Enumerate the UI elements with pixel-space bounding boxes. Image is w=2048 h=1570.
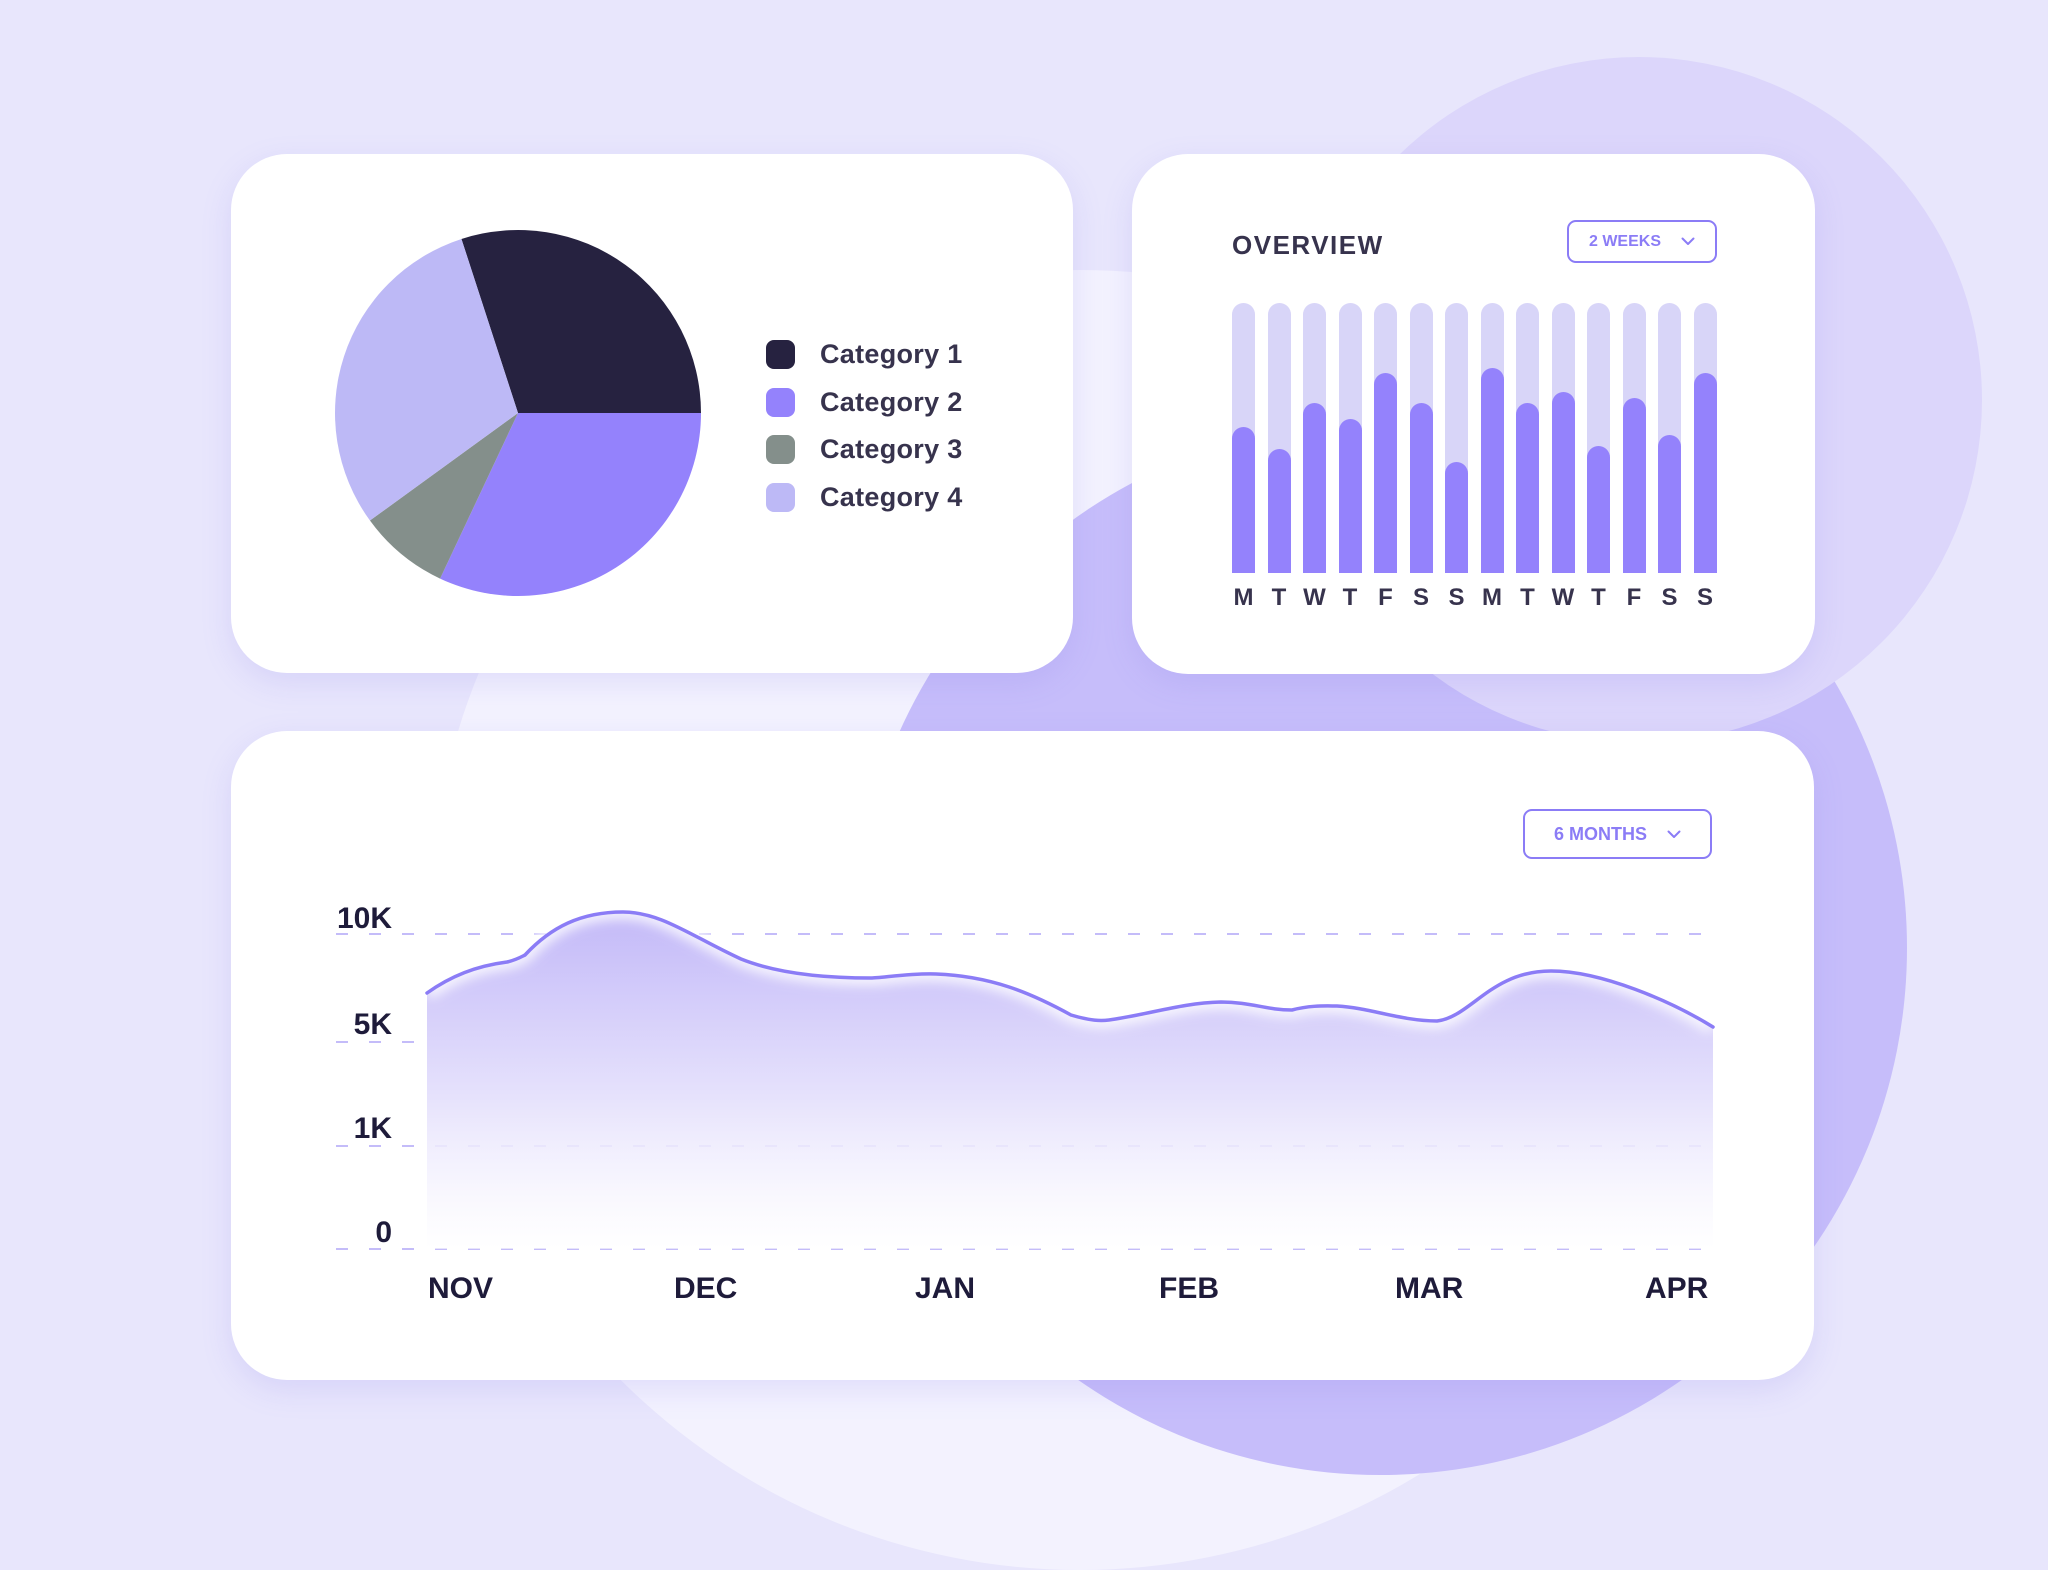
bar-label: F — [1626, 584, 1642, 611]
bar-track — [1551, 303, 1575, 573]
bar-fill — [1587, 446, 1610, 573]
bar-label: S — [1661, 584, 1678, 611]
bar-fill — [1338, 419, 1362, 573]
bar-track — [1480, 303, 1504, 573]
bar-fill — [1551, 392, 1575, 573]
area-fill — [427, 912, 1713, 1249]
bar-fill — [1445, 462, 1468, 573]
bar-label: T — [1271, 584, 1287, 611]
legend-swatch — [766, 387, 795, 417]
legend-label: Category 4 — [820, 481, 963, 512]
bar-label: T — [1591, 584, 1606, 611]
area-chart — [336, 904, 1717, 1250]
bar-chart — [1232, 303, 1717, 573]
legend-label: Category 2 — [820, 386, 963, 417]
bar-label: M — [1233, 584, 1254, 611]
pie-slice-4 — [335, 238, 518, 521]
area-line — [425, 910, 1715, 1029]
range-dropdown-2-weeks[interactable]: 2 WEEKS — [1567, 220, 1717, 263]
legend-item-category-2: Category 2 — [766, 379, 963, 427]
bar-track — [1409, 303, 1433, 573]
overview-title: OVERVIEW — [1232, 230, 1384, 260]
legend-item-category-3: Category 3 — [766, 426, 963, 474]
bar-label: W — [1303, 584, 1326, 611]
bar-track — [1267, 303, 1291, 573]
legend-swatch — [766, 482, 795, 512]
bar-track — [1622, 303, 1646, 573]
y-axis-label: 1K — [353, 1112, 392, 1145]
x-axis-label: NOV — [428, 1272, 494, 1305]
bar-fill — [1303, 402, 1326, 573]
bar-fill — [1267, 448, 1291, 573]
legend-label: Category 1 — [820, 339, 963, 370]
x-axis-label: JAN — [915, 1272, 976, 1305]
pie-chart-card: Category 1 Category 2 Category 3 Categor… — [231, 154, 1073, 673]
bar-track — [1516, 303, 1539, 573]
area-chart-card: 6 MONTHS 10K 5K 1K 0 NOV DEC JAN FEB MAR — [231, 731, 1814, 1380]
y-axis-label: 0 — [375, 1216, 392, 1249]
bar-fill — [1516, 402, 1539, 573]
y-axis-label: 5K — [353, 1008, 392, 1041]
legend-item-category-1: Category 1 — [766, 331, 963, 379]
bar-fill — [1232, 427, 1255, 573]
bar-track — [1232, 303, 1255, 573]
bar-fill — [1622, 397, 1646, 573]
bar-label: F — [1378, 584, 1393, 611]
dropdown-label: 2 WEEKS — [1588, 232, 1661, 250]
chevron-down-icon — [1667, 830, 1681, 838]
bar-label: M — [1482, 584, 1502, 611]
bar-track — [1374, 303, 1397, 573]
legend-label: Category 3 — [820, 434, 963, 465]
bar-track — [1587, 303, 1610, 573]
bar-label: S — [1696, 584, 1713, 611]
x-axis-label: MAR — [1395, 1272, 1464, 1305]
legend-swatch — [766, 435, 795, 465]
bar-track — [1693, 303, 1717, 573]
pie-chart — [335, 230, 701, 596]
legend-swatch — [766, 340, 795, 370]
bar-label: S — [1412, 584, 1429, 611]
x-axis-label: APR — [1645, 1272, 1709, 1305]
bar-fill — [1693, 373, 1717, 573]
pie-legend: Category 1 Category 2 Category 3 Categor… — [766, 331, 963, 521]
y-axis-label: 10K — [336, 902, 392, 935]
pie-slice-2 — [440, 413, 701, 596]
x-axis-label: DEC — [674, 1272, 738, 1305]
bar-fill — [1374, 373, 1397, 573]
x-axis-label: FEB — [1159, 1272, 1219, 1305]
pie-slice-3 — [369, 413, 518, 579]
bar-label: W — [1551, 584, 1575, 611]
pie-slice-1 — [461, 230, 701, 413]
bar-fill — [1480, 367, 1504, 573]
bar-fill — [1658, 435, 1681, 573]
bar-track — [1445, 303, 1468, 573]
bar-track — [1658, 303, 1681, 573]
dropdown-label: 6 MONTHS — [1553, 823, 1647, 844]
chevron-down-icon — [1681, 237, 1695, 245]
bar-label: T — [1520, 584, 1535, 611]
range-dropdown-6-months[interactable]: 6 MONTHS — [1523, 809, 1712, 859]
bar-label: T — [1342, 584, 1358, 611]
bar-fill — [1409, 402, 1433, 573]
bar-label: S — [1448, 584, 1465, 611]
bar-track — [1303, 303, 1326, 573]
bar-track — [1338, 303, 1362, 573]
legend-item-category-4: Category 4 — [766, 474, 963, 522]
